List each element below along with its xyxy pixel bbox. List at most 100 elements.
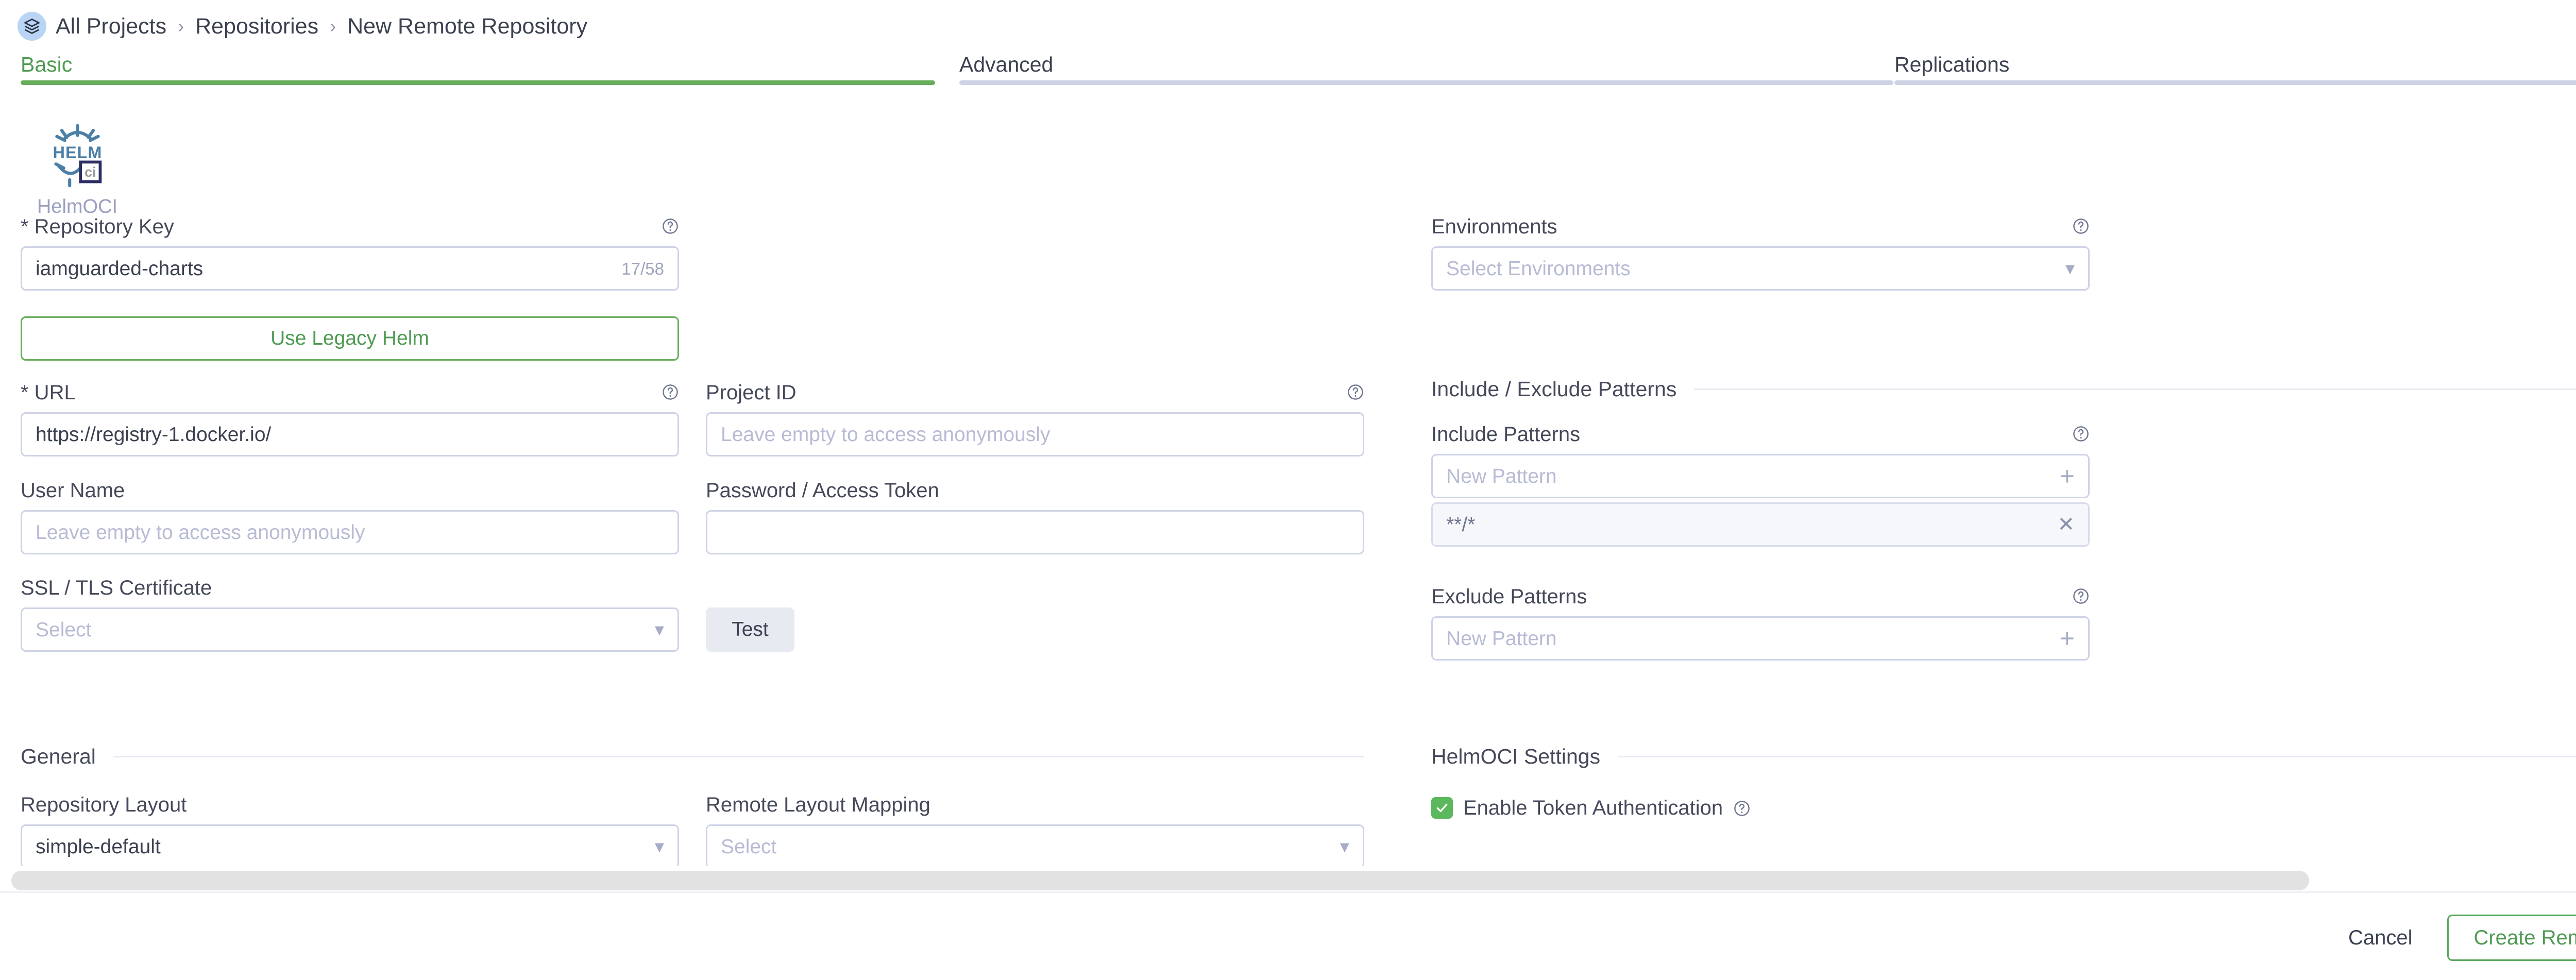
password-field: Password / Access Token [706, 480, 1364, 554]
section-divider [1694, 388, 2576, 390]
repository-key-input[interactable]: iamguarded-charts 17/58 [21, 246, 679, 291]
test-button[interactable]: Test [706, 607, 794, 652]
remote-layout-mapping-label-row: Remote Layout Mapping [706, 795, 1364, 818]
project-id-input[interactable]: Leave empty to access anonymously [706, 412, 1364, 457]
helm-oci-logo-icon: HELM ci [21, 121, 134, 191]
package-type-logo: HELM ci HelmOCI [21, 121, 134, 216]
repository-layout-label: Repository Layout [21, 793, 187, 816]
basic-form: * Repository Key iamguarded-charts 17/58… [0, 216, 2576, 869]
horizontal-scrollbar-thumb[interactable] [11, 871, 2309, 890]
exclude-patterns-placeholder: New Pattern [1446, 628, 1557, 649]
include-pattern-chip[interactable]: **/* ✕ [1431, 502, 2090, 547]
layers-icon [18, 12, 46, 41]
help-icon[interactable] [2072, 425, 2090, 443]
repository-layout-field: Repository Layout simple-default ▾ [21, 795, 679, 869]
enable-token-authentication-row[interactable]: Enable Token Authentication [1431, 797, 1751, 819]
remote-layout-mapping-select[interactable]: Select ▾ [706, 824, 1364, 869]
help-icon[interactable] [1347, 383, 1364, 401]
include-patterns-input[interactable]: New Pattern + [1431, 454, 2090, 498]
test-button-wrap: Test [706, 607, 794, 652]
breadcrumb: All Projects › Repositories › New Remote… [18, 10, 587, 42]
tab-replications-label: Replications [1894, 53, 2010, 76]
plus-icon[interactable]: + [2059, 624, 2075, 653]
help-icon[interactable] [1733, 800, 1751, 817]
repository-key-field: * Repository Key iamguarded-charts 17/58 [21, 216, 679, 291]
helmoci-settings-section-header: HelmOCI Settings [1431, 746, 2576, 767]
use-legacy-helm-field: Use Legacy Helm [21, 316, 679, 361]
help-icon[interactable] [2072, 587, 2090, 605]
url-input[interactable]: https://registry-1.docker.io/ [21, 412, 679, 457]
form-footer: Cancel Create Remote Repository [0, 891, 2576, 980]
include-patterns-label: Include Patterns [1431, 423, 1581, 446]
repository-key-value: iamguarded-charts [36, 258, 204, 279]
ssl-tls-certificate-placeholder: Select [36, 619, 92, 640]
user-name-input[interactable]: Leave empty to access anonymously [21, 510, 679, 554]
url-field: * URL https://registry-1.docker.io/ [21, 382, 679, 457]
exclude-patterns-field: Exclude Patterns New Pattern + [1431, 586, 2090, 661]
help-icon[interactable] [662, 383, 679, 401]
general-section-title: General [21, 745, 96, 768]
password-label: Password / Access Token [706, 479, 939, 502]
remote-layout-mapping-field: Remote Layout Mapping Select ▾ [706, 795, 1364, 869]
svg-text:ci: ci [84, 164, 96, 180]
chevron-down-icon: ▾ [2065, 258, 2075, 279]
user-name-label-row: User Name [21, 480, 679, 504]
plus-icon[interactable]: + [2059, 462, 2075, 491]
enable-token-authentication-label: Enable Token Authentication [1463, 797, 1723, 819]
breadcrumb-item-all-projects[interactable]: All Projects [56, 13, 167, 39]
breadcrumb-separator: › [330, 15, 336, 37]
help-icon[interactable] [2072, 217, 2090, 235]
repository-layout-select[interactable]: simple-default ▾ [21, 824, 679, 869]
environments-label-row: Environments [1431, 216, 2090, 240]
tab-basic-label: Basic [21, 53, 73, 76]
general-section-header: General [21, 746, 1364, 767]
tab-advanced[interactable]: Advanced [959, 54, 1893, 85]
breadcrumb-item-repositories[interactable]: Repositories [195, 13, 319, 39]
user-name-placeholder: Leave empty to access anonymously [36, 522, 365, 543]
tab-advanced-underline [959, 80, 1893, 85]
user-name-label: User Name [21, 479, 125, 502]
repository-key-label-row: * Repository Key [21, 216, 679, 240]
tab-basic[interactable]: Basic [21, 54, 935, 85]
url-label-row: * URL [21, 382, 679, 406]
ssl-tls-certificate-select[interactable]: Select ▾ [21, 607, 679, 652]
chevron-down-icon: ▾ [654, 619, 664, 640]
section-divider [113, 756, 1364, 757]
footer-actions: Cancel Create Remote Repository [2343, 915, 2576, 961]
close-icon[interactable]: ✕ [2057, 513, 2075, 536]
exclude-patterns-label-row: Exclude Patterns [1431, 586, 2090, 610]
chevron-down-icon: ▾ [654, 836, 664, 857]
url-label: * URL [21, 381, 76, 404]
password-input[interactable] [706, 510, 1364, 554]
environments-field: Environments Select Environments ▾ [1431, 216, 2090, 291]
breadcrumb-item-new-remote-repository: New Remote Repository [347, 13, 588, 39]
tab-replications-underline [1894, 80, 2576, 85]
repository-key-counter: 17/58 [621, 259, 664, 278]
environments-label: Environments [1431, 215, 1557, 238]
ssl-tls-certificate-label: SSL / TLS Certificate [21, 577, 212, 599]
package-type-name: HelmOCI [37, 196, 118, 217]
include-exclude-section-header: Include / Exclude Patterns [1431, 379, 2576, 400]
section-divider [1618, 756, 2576, 757]
include-patterns-label-row: Include Patterns [1431, 424, 2090, 448]
remote-layout-mapping-label: Remote Layout Mapping [706, 793, 930, 816]
repository-layout-label-row: Repository Layout [21, 795, 679, 818]
remote-layout-mapping-placeholder: Select [721, 836, 777, 857]
include-exclude-section-title: Include / Exclude Patterns [1431, 377, 1677, 401]
url-value: https://registry-1.docker.io/ [36, 424, 272, 445]
include-patterns-field: Include Patterns New Pattern + **/* ✕ [1431, 424, 2090, 547]
project-id-field: Project ID Leave empty to access anonymo… [706, 382, 1364, 457]
environments-select[interactable]: Select Environments ▾ [1431, 246, 2090, 291]
breadcrumb-separator: › [178, 15, 184, 37]
ssl-tls-certificate-field: SSL / TLS Certificate Select ▾ [21, 578, 679, 652]
repository-layout-value: simple-default [36, 836, 161, 857]
exclude-patterns-input[interactable]: New Pattern + [1431, 616, 2090, 661]
tab-replications[interactable]: Replications [1894, 54, 2576, 85]
project-id-placeholder: Leave empty to access anonymously [721, 424, 1050, 445]
use-legacy-helm-button[interactable]: Use Legacy Helm [21, 316, 679, 361]
cancel-button[interactable]: Cancel [2343, 923, 2418, 952]
create-remote-repository-button[interactable]: Create Remote Repository [2447, 915, 2576, 961]
help-icon[interactable] [662, 217, 679, 235]
enable-token-authentication-checkbox[interactable] [1431, 797, 1453, 819]
